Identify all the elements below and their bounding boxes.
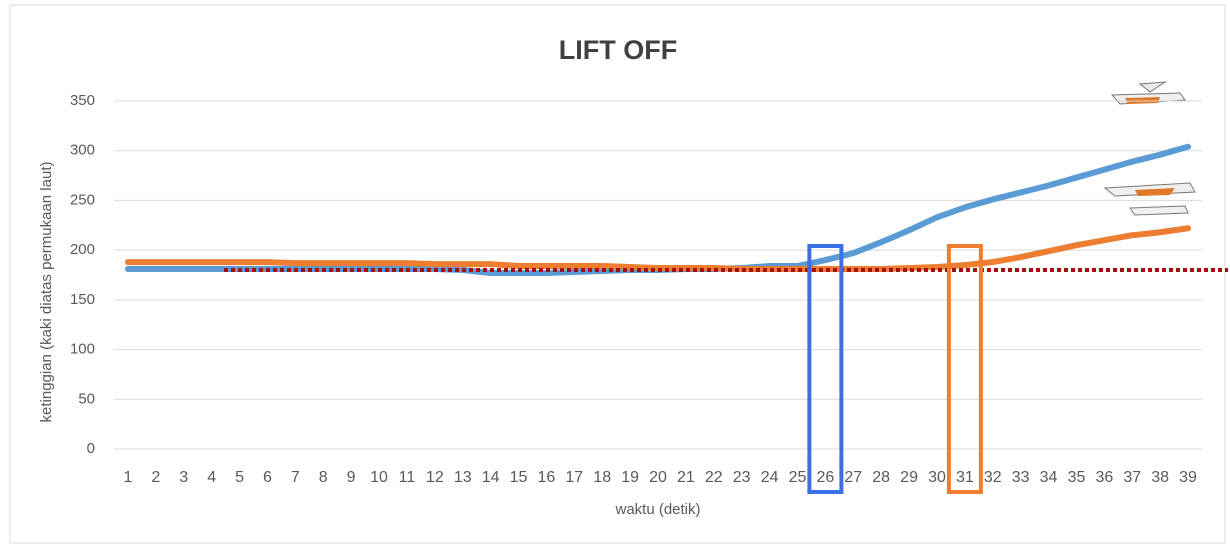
x-tick-label: 30 [928,469,946,486]
x-tick-label: 36 [1095,469,1113,486]
highlight-box [949,246,981,492]
x-tick-label: 14 [482,469,500,486]
x-tick-label: 34 [1040,469,1058,486]
x-tick-label: 24 [761,469,779,486]
x-tick-label: 1 [123,469,132,486]
y-tick-label: 150 [70,291,95,308]
chart-title: LIFT OFF [559,35,677,65]
x-tick-label: 11 [399,469,416,486]
x-tick-label: 12 [426,469,444,486]
x-tick-label: 37 [1123,469,1141,486]
x-tick-label: 5 [235,469,244,486]
x-tick-label: 15 [510,469,528,486]
x-tick-label: 26 [816,469,834,486]
x-tick-label: 23 [733,469,751,486]
y-tick-label: 200 [70,241,95,258]
x-tick-label: 38 [1151,469,1169,486]
x-tick-label: 7 [291,469,300,486]
data-line [128,228,1188,269]
chart-frame [10,5,1225,543]
x-tick-label: 9 [347,469,356,486]
x-tick-label: 3 [179,469,188,486]
x-tick-label: 25 [789,469,807,486]
x-tick-label: 18 [593,469,611,486]
x-tick-label: 4 [207,469,216,486]
y-tick-label: 100 [70,341,95,358]
highlight-box [809,246,841,492]
y-tick-label: 0 [87,440,95,457]
x-tick-label: 13 [454,469,472,486]
y-tick-label: 350 [70,92,95,109]
x-tick-label: 29 [900,469,918,486]
chart: LIFT OFF waktu (detik) ketinggian (kaki … [0,0,1230,548]
x-tick-label: 17 [565,469,583,486]
y-tick-label: 300 [70,142,95,159]
x-tick-label: 33 [1012,469,1030,486]
x-tick-label: 35 [1068,469,1086,486]
x-tick-label: 22 [705,469,723,486]
x-tick-label: 8 [319,469,328,486]
y-axis-label: ketinggian (kaki diatas permukaan laut) [38,162,55,423]
y-tick-label: 50 [78,390,95,407]
x-tick-label: 27 [844,469,862,486]
x-tick-label: 16 [538,469,556,486]
x-tick-label: 39 [1179,469,1197,486]
x-tick-label: 20 [649,469,667,486]
x-axis-label: waktu (detik) [614,501,700,518]
y-tick-label: 250 [70,191,95,208]
x-tick-label: 19 [621,469,639,486]
x-tick-label: 31 [956,469,974,486]
x-tick-label: 28 [872,469,890,486]
x-tick-label: 10 [370,469,388,486]
x-tick-label: 6 [263,469,272,486]
x-tick-label: 32 [984,469,1002,486]
x-tick-label: 21 [677,469,695,486]
x-tick-label: 2 [151,469,160,486]
